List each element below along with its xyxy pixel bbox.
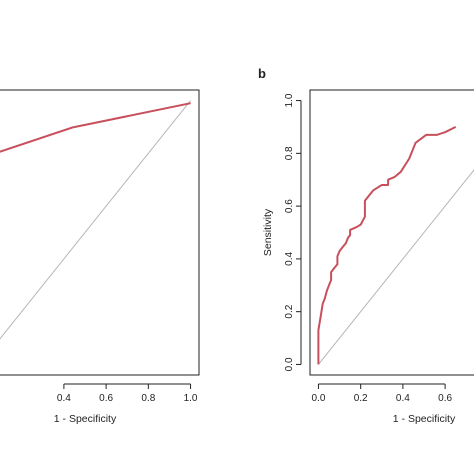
x-tick-label: 1.0 — [184, 393, 198, 404]
reference-diagonal-line — [0, 100, 191, 340]
y-axis-title: Sensitivity — [262, 208, 274, 256]
y-tick-label: 0.4 — [284, 252, 295, 266]
y-tick-label: 0.2 — [284, 304, 295, 318]
plot-frame — [309, 89, 474, 376]
panel-label: b — [258, 66, 266, 81]
x-axis-title: 1 - Specificity — [54, 413, 117, 425]
roc-panel-a: 0.4 0.6 0.8 1.0 1 - Specificity — [0, 89, 200, 425]
y-tick-label: 0.6 — [284, 199, 295, 213]
x-tick-label: 0.6 — [99, 393, 113, 404]
x-tick-label: 0.4 — [57, 393, 71, 404]
x-tick-label: 0.8 — [141, 393, 155, 404]
roc-curve-line — [317, 126, 457, 365]
y-tick-label: 0.8 — [284, 146, 295, 160]
y-tick-label: 1.0 — [284, 93, 295, 107]
roc-panel-b: 0.0 0.2 0.4 0.6 1 - Specificity 0.0 0.2 0.4 0.6 0… — [258, 66, 474, 425]
reference-diagonal-line — [318, 169, 474, 365]
roc-curve-line — [0, 102, 191, 153]
plot-frame — [0, 89, 200, 376]
x-tick-label: 0.6 — [438, 393, 452, 404]
x-tick-label: 0.0 — [311, 393, 325, 404]
x-axis-title: 1 - Specificity — [393, 413, 456, 425]
x-tick-label: 0.4 — [396, 393, 410, 404]
y-tick-label: 0.0 — [284, 357, 295, 371]
x-tick-label: 0.2 — [354, 393, 368, 404]
